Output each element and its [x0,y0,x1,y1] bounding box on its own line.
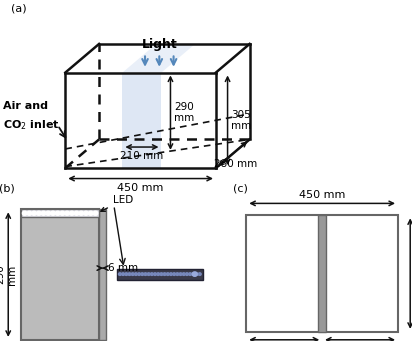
Bar [246,216,398,332]
Bar [21,209,99,217]
Circle shape [32,211,36,215]
Circle shape [70,211,74,215]
Circle shape [192,273,195,276]
Circle shape [128,273,131,276]
Circle shape [79,211,84,215]
Circle shape [182,273,185,276]
Bar [99,209,106,340]
Circle shape [141,273,144,276]
Text: 280 mm: 280 mm [214,160,257,169]
Circle shape [131,273,134,276]
Polygon shape [122,44,195,73]
Text: 450 mm: 450 mm [117,183,164,193]
Text: (a): (a) [11,4,26,14]
Circle shape [65,211,69,215]
Circle shape [154,273,157,276]
Circle shape [176,273,179,276]
Circle shape [166,273,169,276]
Text: 210 mm: 210 mm [120,151,164,161]
Bar [21,209,99,340]
Text: 6 mm: 6 mm [108,263,138,273]
Circle shape [41,211,46,215]
Circle shape [157,273,160,276]
Circle shape [84,211,88,215]
Circle shape [60,211,65,215]
Circle shape [195,273,198,276]
Circle shape [89,211,93,215]
Circle shape [125,273,128,276]
Circle shape [185,273,188,276]
Text: Light: Light [141,38,177,50]
Circle shape [134,273,137,276]
Circle shape [163,273,166,276]
Circle shape [179,273,182,276]
Text: LED: LED [101,195,133,211]
Circle shape [160,273,163,276]
Bar [318,216,326,332]
Bar [117,269,203,280]
Circle shape [27,211,32,215]
Text: (c): (c) [233,183,248,193]
Circle shape [46,211,51,215]
Text: 290
mm: 290 mm [174,102,194,123]
Circle shape [51,211,55,215]
Text: Air and: Air and [3,101,48,111]
Circle shape [22,211,27,215]
Text: 450 mm: 450 mm [299,190,345,200]
Circle shape [37,211,41,215]
Circle shape [144,273,147,276]
Circle shape [119,273,122,276]
Text: CO$_2$ inlet: CO$_2$ inlet [3,118,60,132]
Circle shape [122,273,124,276]
Text: (b): (b) [0,183,15,193]
Circle shape [138,273,140,276]
Circle shape [169,273,173,276]
Circle shape [173,273,176,276]
Circle shape [192,272,197,276]
Circle shape [93,211,98,215]
Circle shape [198,273,201,276]
Circle shape [189,273,192,276]
Circle shape [147,273,150,276]
Text: 290
mm: 290 mm [0,265,17,285]
Bar [122,73,162,168]
Circle shape [150,273,153,276]
Circle shape [56,211,60,215]
Text: 305
mm: 305 mm [231,109,251,131]
Circle shape [74,211,79,215]
